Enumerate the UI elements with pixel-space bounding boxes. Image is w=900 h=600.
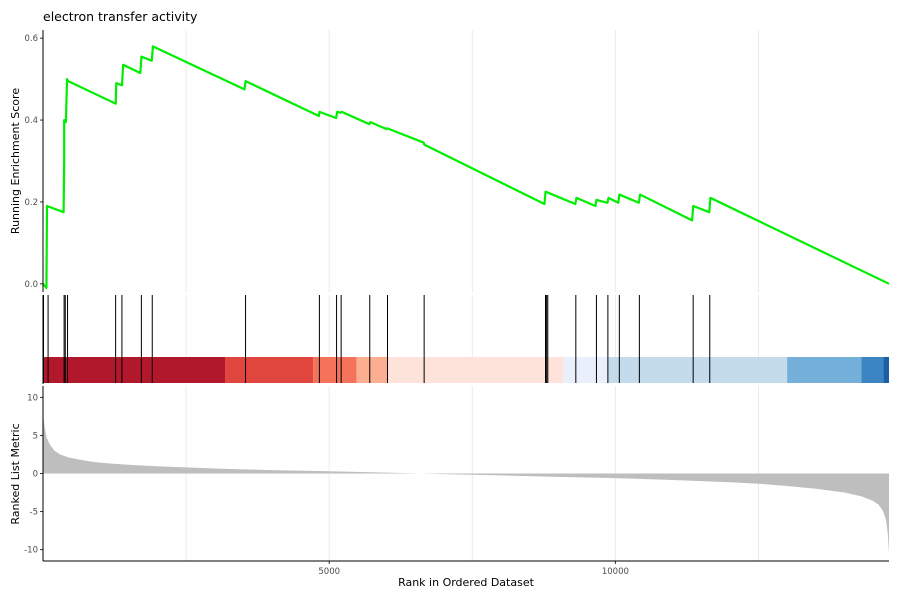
rug-gridlines <box>185 295 759 357</box>
rank-color-band <box>608 357 788 383</box>
es-line <box>42 45 890 290</box>
rank-color-band <box>883 357 889 383</box>
rank-color-band <box>43 357 226 383</box>
es-y-tick-label: 0.6 <box>24 34 38 44</box>
es-y-ticks: 0.0 0.2 0.4 0.6 <box>24 34 43 290</box>
rank-color-band <box>861 357 884 383</box>
rank-color-band <box>563 357 609 383</box>
es-y-axis-title: Running Enrichment Score <box>9 88 22 234</box>
rm-y-tick-label: -5 <box>30 508 38 518</box>
es-y-tick-label: 0.4 <box>24 116 38 126</box>
rm-y-ticks: 10 5 0 -5 -10 <box>24 393 43 556</box>
chart-title: electron transfer activity <box>43 9 198 24</box>
rank-color-band <box>387 357 564 383</box>
gene-hit-marks <box>43 295 711 383</box>
rank-color-band <box>787 357 862 383</box>
rm-x-axis-title: Rank in Ordered Dataset <box>398 576 535 589</box>
es-y-tick-label: 0.0 <box>24 280 38 290</box>
rm-area <box>43 409 889 555</box>
enrichment-score-panel: electron transfer activity 0.00.20.40.6 … <box>9 9 890 292</box>
rm-x-ticks: 5000 10000 <box>318 561 629 577</box>
es-gridlines <box>185 30 759 292</box>
rm-y-tick-label: 10 <box>27 393 38 403</box>
hit-rug-panel <box>42 295 889 384</box>
rm-y-tick-label: 0 <box>33 470 38 480</box>
rank-color-band <box>356 357 388 383</box>
rm-y-axis-title: Ranked List Metric <box>9 423 22 524</box>
rm-area-layer <box>43 409 889 555</box>
rm-y-tick-label: -10 <box>24 546 38 556</box>
es-y-tick-label: 0.2 <box>24 198 38 208</box>
rank-color-band <box>313 357 357 383</box>
rank-color-bands <box>43 357 889 383</box>
rm-y-tick-label: 5 <box>33 431 38 441</box>
rank-color-band <box>225 357 314 383</box>
ranked-metric-panel: 10 5 0 -5 -10 5000 10000 Ranked List Metric R… <box>9 386 889 589</box>
es-line-layer <box>42 45 890 290</box>
rm-x-tick-label: 5000 <box>318 567 340 577</box>
rm-x-tick-label: 10000 <box>602 567 629 577</box>
